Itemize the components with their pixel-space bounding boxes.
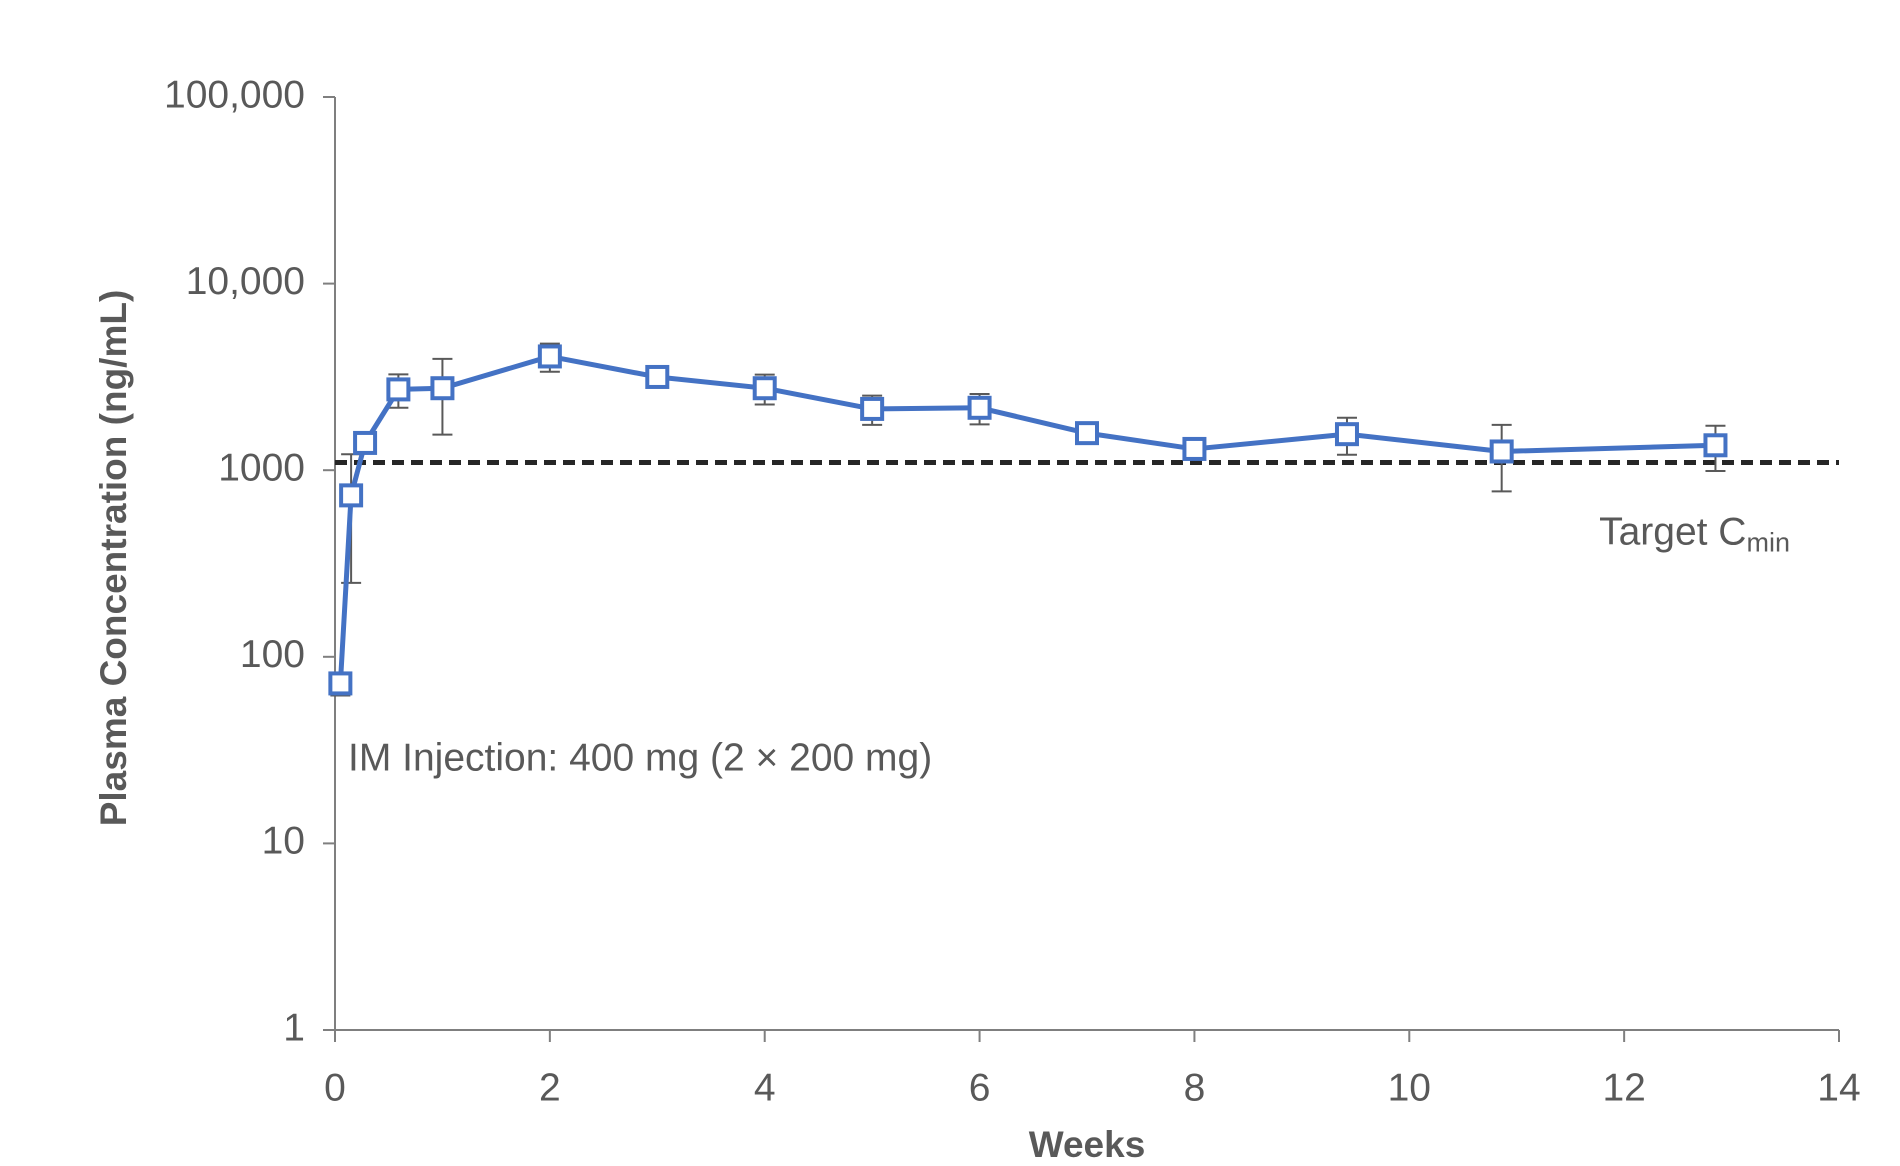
annotation: IM Injection: 400 mg (2 × 200 mg) (348, 736, 932, 779)
marker (645, 364, 670, 389)
marker (339, 483, 364, 508)
marker (328, 671, 353, 696)
x-tick-label: 12 (1602, 1066, 1645, 1109)
marker (1075, 421, 1099, 446)
y-tick-label: 1 (283, 1006, 305, 1049)
y-tick-label: 10,000 (186, 260, 305, 303)
series-line (337, 353, 1716, 684)
marker (752, 376, 777, 401)
marker (430, 376, 455, 401)
y-tick-label: 100,000 (164, 73, 305, 116)
y-tick-label: 100 (240, 633, 305, 676)
marker (1182, 436, 1207, 461)
x-tick-label: 0 (324, 1066, 346, 1109)
x-tick-label: 14 (1817, 1066, 1860, 1109)
x-tick-label: 2 (539, 1066, 561, 1109)
x-axis-title: Weeks (1029, 1124, 1146, 1165)
marker (353, 430, 378, 455)
target-label-subscript: min (1746, 528, 1790, 558)
x-tick-label: 8 (1184, 1066, 1206, 1109)
marker (1334, 422, 1359, 447)
marker (1489, 439, 1514, 464)
marker (860, 396, 885, 421)
x-tick-label: 4 (754, 1066, 776, 1109)
marker (1703, 433, 1728, 458)
y-tick-label: 1000 (218, 446, 305, 489)
x-tick-label: 10 (1388, 1066, 1431, 1109)
x-tick-label: 6 (969, 1066, 991, 1109)
target-label-text: Target C (1599, 511, 1746, 554)
y-axis-title: Plasma Concentration (ng/mL) (93, 290, 134, 827)
target-label: Target Cmin (1599, 511, 1790, 558)
marker (386, 377, 411, 402)
y-tick-label: 10 (262, 820, 305, 863)
marker (537, 344, 562, 369)
marker (967, 395, 992, 420)
